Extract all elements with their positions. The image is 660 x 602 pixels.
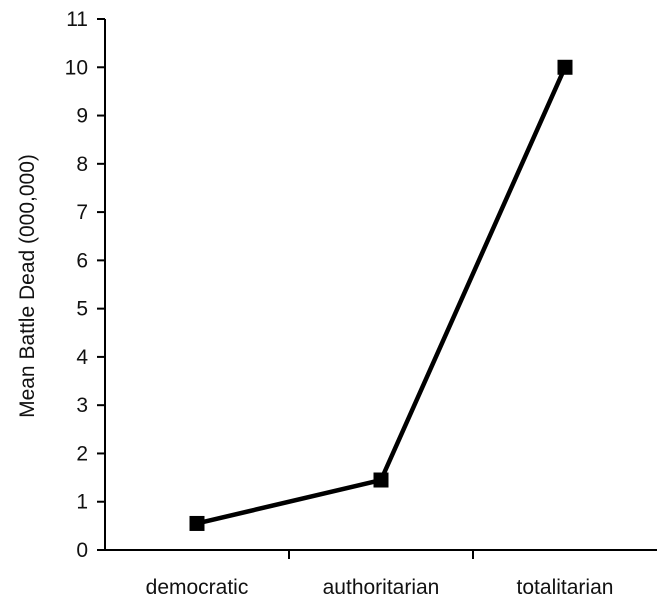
y-tick-label: 1 (76, 491, 88, 514)
x-axis: democratic authoritarian totalitarian (105, 549, 657, 599)
series-group (189, 59, 573, 531)
y-tick-label: 4 (76, 346, 88, 369)
y-axis: 0 1 2 3 4 5 6 7 8 9 10 11 (65, 8, 106, 562)
y-tick-label: 10 (65, 56, 88, 79)
y-tick-label: 2 (76, 442, 88, 465)
x-tick-label: democratic (146, 576, 249, 599)
y-axis-title: Mean Battle Dead (000,000) (16, 154, 39, 418)
y-tick-label: 9 (76, 105, 88, 128)
y-tick-label: 0 (76, 539, 88, 562)
y-tick-label: 5 (76, 298, 88, 321)
y-tick-label: 6 (76, 249, 88, 272)
x-tick-label: totalitarian (517, 576, 614, 599)
data-point-marker (557, 59, 573, 75)
data-point-marker (373, 472, 389, 488)
y-tick-label: 3 (76, 394, 88, 417)
series-line (196, 66, 568, 526)
y-tick-label: 7 (76, 201, 88, 224)
y-tick-label: 11 (66, 8, 88, 31)
y-tick-label: 8 (76, 153, 88, 176)
x-tick-label: authoritarian (323, 576, 440, 599)
data-point-marker (189, 515, 205, 531)
